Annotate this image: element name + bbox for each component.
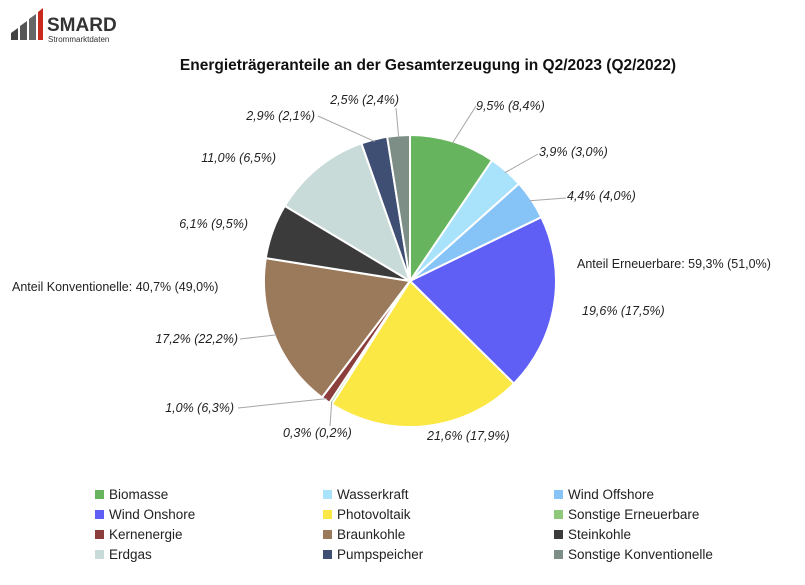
data-label: 17,2% (22,2%) [155,332,238,346]
legend-swatch [323,490,332,499]
legend-label: Sonstige Erneuerbare [568,507,699,522]
leader-line [529,197,567,202]
data-labels: 9,5% (8,4%) 3,9% (3,0%) 4,4% (4,0%) 19,6% (… [155,93,664,443]
legend-item-wind-onshore: Wind Onshore [95,507,195,522]
legend-swatch [554,550,563,559]
leader-line [395,107,400,138]
logo-tagline: Strommarktdaten [48,35,109,44]
logo-bars-icon [11,8,43,40]
legend-label: Biomasse [109,487,168,502]
pie-slice-photovoltaik [330,279,516,428]
pie-slice-wind-onshore [408,215,557,386]
logo-name: SMARD [47,15,117,36]
legend-item-photovoltaik: Photovoltaik [323,507,411,522]
legend-label: Wind Onshore [109,507,195,522]
data-label: 6,1% (9,5%) [179,217,248,231]
legend-swatch [554,530,563,539]
leader-line [239,334,277,340]
legend-item-erdgas: Erdgas [95,547,152,562]
data-label: 3,9% (3,0%) [539,145,608,159]
group-label-conventional: Anteil Konventionelle: 40,7% (49,0%) [12,280,218,294]
legend-swatch [323,510,332,519]
legend-item-steinkohle: Steinkohle [554,527,631,542]
legend-swatch [554,510,563,519]
data-label: 1,0% (6,3%) [165,401,234,415]
pie-slices [263,133,557,428]
legend-swatch [95,490,104,499]
group-label-renewable: Anteil Erneuerbare: 59,3% (51,0%) [577,257,771,271]
legend-item-braunkohle: Braunkohle [323,527,405,542]
leader-line [329,401,333,427]
leader-line [317,115,375,142]
leader-line [504,153,539,174]
legend-item-biomasse: Biomasse [95,487,168,502]
legend-label: Kernenergie [109,527,183,542]
pie-slice-erdgas [283,142,412,284]
legend-item-sonstige-konventionelle: Sonstige Konventionelle [554,547,713,562]
smard-logo: SMARD Strommarktdaten [11,8,117,44]
data-label: 0,3% (0,2%) [283,426,352,440]
data-label: 11,0% (6,5%) [201,151,276,165]
leader-line [451,105,477,144]
legend-label: Photovoltaik [337,507,411,522]
legend-label: Wind Offshore [568,487,654,502]
legend-label: Erdgas [109,547,152,562]
legend-label: Sonstige Konventionelle [568,547,713,562]
legend-item-wasserkraft: Wasserkraft [323,487,409,502]
legend-item-sonstige-erneuerbare: Sonstige Erneuerbare [554,507,699,522]
legend-swatch [554,490,563,499]
chart-title: Energieträgeranteile an der Gesamterzeug… [180,57,676,74]
data-label: 19,6% (17,5%) [582,304,665,318]
data-label: 21,6% (17,9%) [426,429,510,443]
legend-item-pumpspeicher: Pumpspeicher [323,547,424,562]
data-label: 2,5% (2,4%) [329,93,399,107]
leader-lines [237,105,567,427]
legend-label: Wasserkraft [337,487,409,502]
data-label: 9,5% (8,4%) [476,99,545,113]
legend-swatch [95,550,104,559]
leader-line [237,398,327,409]
legend-label: Pumpspeicher [337,547,424,562]
legend-label: Braunkohle [337,527,405,542]
legend-swatch [95,510,104,519]
legend-label: Steinkohle [568,527,631,542]
legend-swatch [323,530,332,539]
legend-swatch [95,530,104,539]
legend-item-kernenergie: Kernenergie [95,527,183,542]
data-label: 2,9% (2,1%) [245,109,315,123]
data-label: 4,4% (4,0%) [567,189,636,203]
legend: Biomasse Wasserkraft Wind Offshore Wind Ons… [95,487,713,562]
legend-swatch [323,550,332,559]
legend-item-wind-offshore: Wind Offshore [554,487,654,502]
